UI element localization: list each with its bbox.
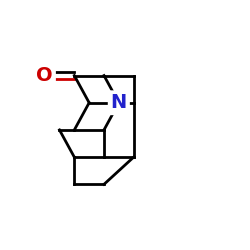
Text: O: O [36, 66, 53, 85]
Text: N: N [111, 93, 127, 112]
